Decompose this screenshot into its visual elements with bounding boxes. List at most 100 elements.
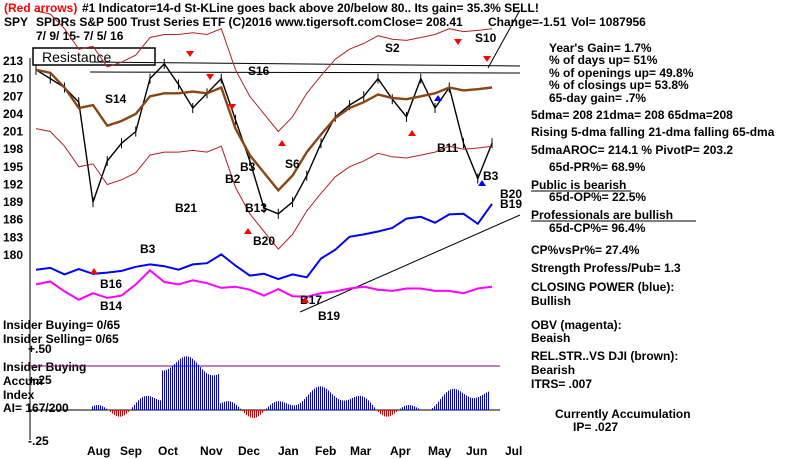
resistance-line-upper bbox=[89, 61, 521, 67]
accum-bar bbox=[236, 404, 237, 410]
accum-bar bbox=[330, 392, 331, 410]
signal-label: B21 bbox=[175, 201, 197, 215]
accum-bar bbox=[124, 410, 125, 416]
resistance-line-lower bbox=[89, 71, 521, 74]
signal-arrow bbox=[228, 104, 236, 110]
y-tick-label: 195 bbox=[3, 160, 23, 174]
accum-bar bbox=[342, 400, 343, 410]
accum-bar bbox=[362, 396, 363, 410]
y-tick-label: 204 bbox=[3, 107, 23, 121]
accum-bar bbox=[260, 410, 261, 415]
accum-bar bbox=[174, 364, 175, 410]
band-upper bbox=[35, 10, 493, 133]
signal-layer: S14B16B14B3B21S16B2B3B13B20S6B17B19S2B11… bbox=[90, 31, 522, 323]
accum-bar bbox=[452, 388, 453, 410]
accum-bar bbox=[402, 407, 403, 410]
accum-bar bbox=[324, 387, 325, 410]
y-tick-label: 189 bbox=[3, 195, 23, 209]
accum-bar bbox=[484, 393, 485, 410]
signal-label: B3 bbox=[240, 160, 256, 174]
signal-arrow bbox=[478, 180, 486, 186]
accum-bar bbox=[406, 405, 407, 410]
accum-bar bbox=[216, 374, 217, 410]
accum-bar bbox=[156, 398, 157, 410]
accum-bar bbox=[152, 397, 153, 410]
x-tick-label: May bbox=[428, 444, 452, 458]
accum-bar bbox=[442, 396, 443, 410]
accum-bar bbox=[198, 364, 199, 410]
header-indicator-line: #1 Indicator=14-d St-KLine goes back abo… bbox=[82, 1, 539, 15]
date-range: 7/ 9/ 15- 7/ 5/ 16 bbox=[36, 29, 124, 43]
accum-bar bbox=[360, 395, 361, 410]
accum-bar bbox=[214, 375, 215, 410]
accum-bar bbox=[250, 410, 251, 418]
accum-bar bbox=[242, 410, 243, 411]
stat-line: 5dma= 208 21dma= 208 65dma=208 bbox=[531, 108, 733, 122]
close-readout: Close= 208.41 bbox=[383, 15, 463, 29]
signal-label: B14 bbox=[100, 299, 122, 313]
accum-bar bbox=[476, 397, 477, 410]
accum-bar bbox=[134, 404, 135, 410]
accum-bar bbox=[318, 386, 319, 410]
accum-bar bbox=[146, 395, 147, 410]
accum-bar bbox=[138, 400, 139, 410]
accum-bar bbox=[288, 404, 289, 410]
accum-bar bbox=[358, 395, 359, 410]
accum-bar bbox=[188, 356, 189, 410]
accum-bar bbox=[294, 405, 295, 410]
accum-bar bbox=[280, 401, 281, 410]
accum-bar bbox=[372, 404, 373, 410]
stat-line: 65d-OP%= 22.5% bbox=[549, 190, 646, 204]
accum-bar bbox=[378, 410, 379, 412]
accum-bar bbox=[118, 410, 119, 417]
accum-bar bbox=[414, 406, 415, 410]
band-layer bbox=[35, 10, 493, 250]
signal-label: B3 bbox=[483, 169, 499, 183]
accum-bar bbox=[448, 390, 449, 410]
accum-bar bbox=[160, 400, 161, 410]
accumulation-panel: Insider Buying= 0/65 Insider Selling= 0/… bbox=[3, 318, 500, 448]
x-tick-label: Jan bbox=[278, 444, 299, 458]
accum-bar bbox=[254, 410, 255, 418]
accum-bar bbox=[418, 408, 419, 410]
accum-bar bbox=[142, 397, 143, 410]
accum-bar bbox=[462, 392, 463, 410]
accum-bar bbox=[204, 371, 205, 410]
accum-bar bbox=[308, 394, 309, 410]
accum-bar bbox=[228, 401, 229, 410]
accum-bar bbox=[218, 374, 219, 410]
accum-label: Accum bbox=[3, 374, 43, 388]
accum-bar bbox=[436, 404, 437, 410]
signal-arrow bbox=[408, 130, 416, 136]
accum-bar bbox=[420, 409, 421, 410]
stat-line: REL.STR..VS DJI (brown): bbox=[531, 349, 678, 363]
accum-bar bbox=[246, 410, 247, 415]
accum-bar bbox=[262, 410, 263, 413]
accum-bar bbox=[286, 403, 287, 410]
y-tick-label: 186 bbox=[3, 213, 23, 227]
stat-line: OBV (magenta): bbox=[531, 318, 622, 332]
stat-line: ITRS= .007 bbox=[531, 377, 592, 391]
insider-selling-count: Insider Selling= 0/65 bbox=[3, 332, 119, 346]
y-tick-label: 207 bbox=[3, 89, 23, 103]
accum-bar bbox=[126, 410, 127, 414]
accum-bar bbox=[390, 410, 391, 416]
accum-bar bbox=[328, 390, 329, 410]
y-tick-label: 180 bbox=[3, 248, 23, 262]
accum-bar bbox=[282, 401, 283, 410]
x-tick-label: Aug bbox=[87, 444, 110, 458]
y-tick-label: 201 bbox=[3, 125, 23, 139]
accum-bar bbox=[338, 399, 339, 410]
accum-bar bbox=[266, 408, 267, 410]
signal-arrow bbox=[206, 74, 214, 80]
x-tick-label: Oct bbox=[158, 444, 178, 458]
accum-bar bbox=[226, 401, 227, 410]
series-line bbox=[35, 203, 493, 281]
accum-bar bbox=[252, 410, 253, 418]
insider-buying-count: Insider Buying= 0/65 bbox=[3, 318, 120, 332]
accum-bar bbox=[404, 406, 405, 410]
accum-bar bbox=[274, 402, 275, 410]
accum-bar bbox=[268, 406, 269, 410]
signal-arrow bbox=[278, 140, 286, 146]
accum-bar bbox=[350, 398, 351, 410]
